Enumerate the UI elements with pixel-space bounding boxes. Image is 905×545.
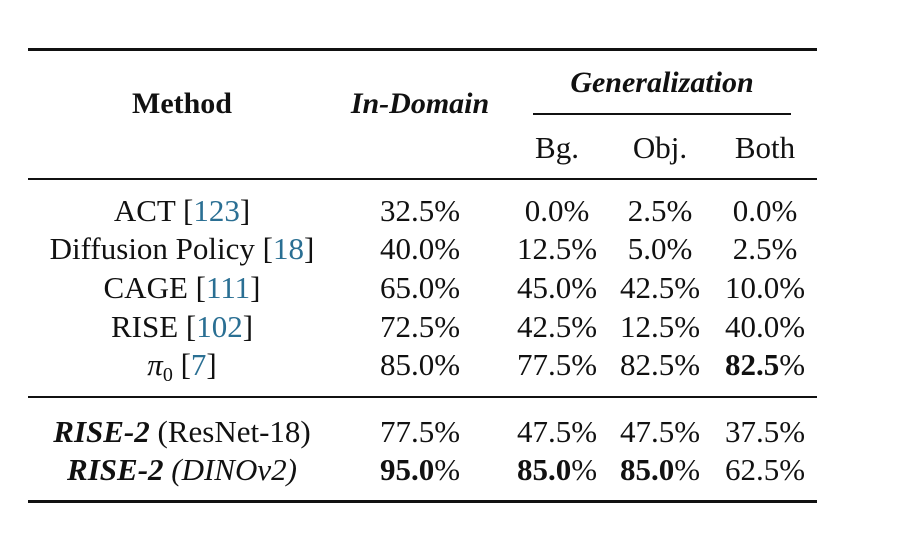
header-in-domain: In-Domain (350, 87, 490, 120)
method-name: Diffusion Policy [18] (49, 231, 315, 266)
both-value: 0.0% (732, 193, 798, 228)
both-value: 62.5% (724, 452, 806, 487)
method-name: RISE-2 (ResNet-18) (53, 414, 310, 450)
method-name: ACT [123] (113, 193, 251, 228)
method-label: π (147, 347, 163, 382)
method-label: RISE (110, 309, 179, 344)
in-domain-value: 85.0% (379, 347, 461, 382)
header-generalization: Generalization (570, 66, 754, 99)
header-rule (28, 178, 817, 180)
header-both: Both (734, 130, 796, 165)
both-value: 37.5% (724, 414, 806, 449)
citation-link[interactable]: 102 (196, 309, 243, 344)
bg-value: 85.0% (516, 452, 598, 487)
both-value: 40.0% (724, 309, 806, 344)
both-value: 2.5% (732, 231, 798, 266)
obj-value: 12.5% (619, 309, 701, 344)
citation-link[interactable]: 123 (193, 193, 240, 228)
obj-value: 2.5% (627, 193, 693, 228)
bg-value: 12.5% (516, 231, 598, 266)
generalization-subrule (533, 113, 791, 115)
obj-value: 47.5% (619, 414, 701, 449)
method-label: CAGE (103, 270, 188, 305)
both-value: 10.0% (724, 270, 806, 305)
top-rule (28, 48, 817, 51)
bottom-rule (28, 500, 817, 503)
obj-value: 82.5% (619, 347, 701, 382)
header-method: Method (132, 87, 232, 120)
method-subscript: 0 (162, 364, 173, 386)
in-domain-value: 32.5% (379, 193, 461, 228)
citation-link[interactable]: 18 (273, 231, 304, 266)
in-domain-value: 95.0% (379, 452, 461, 487)
obj-value: 5.0% (627, 231, 693, 266)
citation-link[interactable]: 111 (205, 270, 251, 305)
method-name: RISE [102] (110, 309, 254, 344)
method-label: RISE-2 (53, 414, 150, 449)
obj-value: 85.0% (619, 452, 701, 487)
header-bg: Bg. (535, 130, 579, 165)
bg-value: 47.5% (516, 414, 598, 449)
header-obj: Obj. (632, 130, 688, 165)
both-value: 82.5% (724, 347, 806, 382)
method-name: RISE-2 (DINOv2) (67, 452, 297, 488)
method-label: ACT (113, 193, 176, 228)
method-label: RISE-2 (67, 452, 164, 487)
obj-value: 42.5% (619, 270, 701, 305)
bg-value: 45.0% (516, 270, 598, 305)
in-domain-value: 77.5% (379, 414, 461, 449)
in-domain-value: 65.0% (379, 270, 461, 305)
bg-value: 0.0% (524, 193, 590, 228)
citation-link[interactable]: 7 (190, 347, 207, 382)
method-label: Diffusion Policy (49, 231, 255, 266)
in-domain-value: 72.5% (379, 309, 461, 344)
in-domain-value: 40.0% (379, 231, 461, 266)
group-rule (28, 396, 817, 398)
method-variant: (ResNet-18) (157, 414, 311, 449)
method-variant: (DINOv2) (171, 452, 297, 487)
method-name: CAGE [111] (103, 270, 261, 305)
bg-value: 42.5% (516, 309, 598, 344)
bg-value: 77.5% (516, 347, 598, 382)
method-name: π0 [7] (147, 347, 217, 386)
